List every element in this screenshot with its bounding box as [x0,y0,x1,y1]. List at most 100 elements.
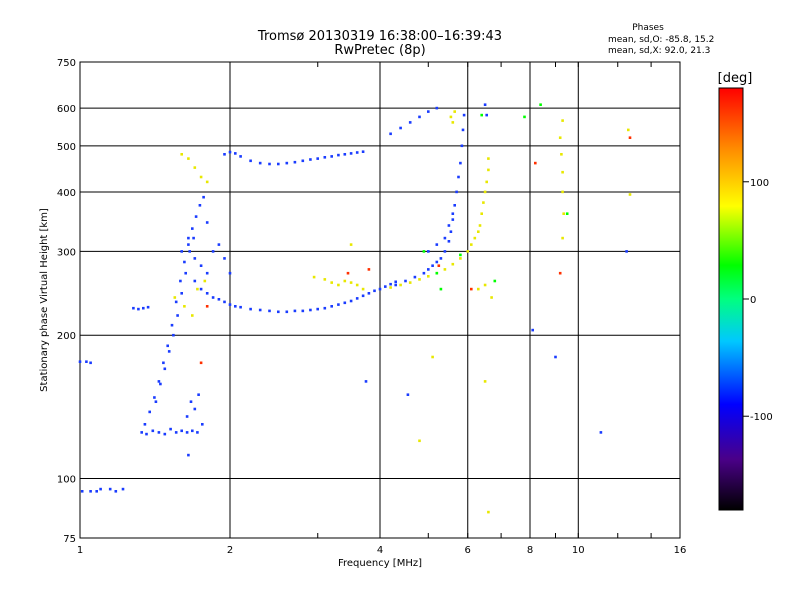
data-point [431,355,434,359]
data-point [449,230,453,233]
data-point [337,153,340,157]
data-point [154,400,158,403]
data-point [337,283,340,287]
data-point [201,423,204,426]
data-point [389,282,392,286]
data-point [143,423,147,426]
data-point [483,380,487,383]
data-point [187,157,190,160]
data-point [439,257,443,260]
x-tick-label: 2 [227,545,233,556]
data-point [523,115,526,119]
chart-title: Tromsø 20130319 16:38:00–16:39:43 [257,29,502,44]
data-point [234,152,237,155]
data-point [480,212,483,215]
data-point [361,150,365,153]
data-point [534,161,537,165]
data-point [258,161,262,165]
data-point [323,306,327,310]
data-point [451,121,455,124]
data-point [447,224,451,227]
data-point [482,201,485,204]
data-point [223,153,226,156]
data-point [343,279,347,283]
colorbar [718,87,744,511]
data-point [249,159,252,163]
data-point [343,301,347,305]
data-point [628,193,632,196]
data-point [561,119,564,122]
data-point [625,250,628,253]
data-point [490,296,493,299]
data-point [378,287,382,291]
data-point [427,250,430,253]
colorbar-tick-label: -100 [750,412,773,423]
data-point [560,153,563,156]
data-point [166,344,169,348]
data-point [460,144,464,148]
data-point [558,136,562,139]
data-point [477,287,480,291]
data-point [148,410,151,414]
x-tick-label: 8 [527,545,533,556]
data-point [162,361,165,365]
data-point [539,103,542,106]
data-point [561,236,564,240]
data-point [180,429,183,433]
data-point [211,250,215,253]
data-point [301,159,305,163]
chart-subtitle: RwPretec (8p) [334,43,425,58]
data-point [114,490,118,493]
data-point [159,382,162,386]
info-line-o: mean, sd,O: -85.8, 15.2 [608,35,714,45]
data-point [435,243,439,246]
data-point [443,268,447,271]
data-point [157,380,161,383]
data-point [163,367,167,371]
data-point [361,287,365,291]
data-point [301,309,305,313]
data-point [203,279,207,283]
data-point [330,155,333,158]
data-point [180,292,183,295]
data-point [399,126,402,130]
data-point [343,153,347,156]
data-point [418,439,421,443]
colorbar-label: [deg] [718,71,753,86]
data-point [330,281,333,284]
data-point [199,361,203,365]
x-tick-label: 6 [465,545,471,556]
data-point [205,221,209,224]
data-point [435,260,439,264]
data-point [449,115,453,119]
data-point [187,453,190,457]
data-point [239,155,242,158]
data-point [194,215,198,218]
colorbar-tick-label: 100 [750,178,769,189]
data-point [399,283,402,287]
colorbar-ticks: 100 0 -100 [743,178,773,423]
data-point [389,132,392,136]
data-point [309,308,312,312]
data-point [487,168,490,172]
data-point [406,393,410,396]
data-point [89,361,92,365]
data-point [312,275,316,279]
data-point [349,299,353,303]
y-tick-label: 100 [57,475,76,486]
data-point [268,162,271,166]
data-point [483,103,487,106]
data-point [394,283,397,287]
data-point [628,136,632,139]
data-point [185,415,189,418]
data-point [198,204,202,207]
data-point [179,279,182,283]
colorbar-tick-label: 0 [750,295,756,306]
data-point [85,360,88,363]
data-point [323,278,327,281]
data-point [485,180,488,184]
data-point [249,307,252,311]
data-point [217,243,221,246]
data-point [191,314,194,317]
data-point [157,431,161,434]
